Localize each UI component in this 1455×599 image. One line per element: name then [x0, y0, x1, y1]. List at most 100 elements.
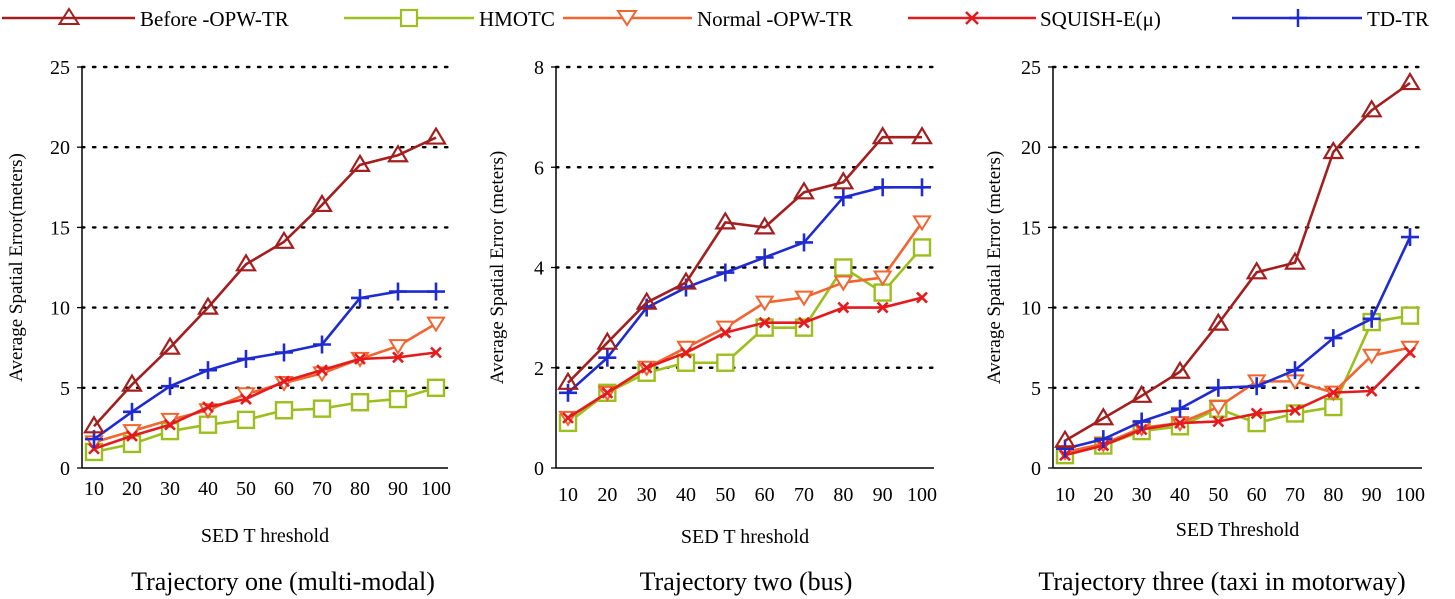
chart-title: Trajectory one (multi-modal) — [131, 567, 435, 596]
data-point — [1208, 400, 1229, 416]
data-point — [388, 389, 408, 409]
x-tick-label: 80 — [833, 484, 853, 506]
data-point — [1054, 429, 1076, 448]
data-point — [161, 377, 179, 396]
data-point — [275, 343, 293, 362]
data-point — [755, 248, 774, 267]
data-point — [1171, 399, 1189, 418]
data-point — [389, 282, 407, 301]
series-squish-e — [88, 346, 442, 455]
data-point — [832, 171, 855, 190]
legend-label: Normal -OPW-TR — [697, 7, 853, 31]
data-point — [202, 401, 214, 413]
data-point — [387, 144, 409, 163]
legend-item-normal-opw-tr: Normal -OPW-TR — [563, 7, 853, 31]
data-point — [640, 361, 653, 374]
data-point — [1362, 309, 1381, 328]
data-point — [83, 415, 105, 434]
series-line — [567, 246, 923, 424]
series-line — [1064, 346, 1411, 454]
data-point — [1399, 71, 1421, 91]
x-tick-label: 30 — [637, 484, 657, 506]
x-tick-label: 50 — [1208, 484, 1228, 506]
x-axis-label: SED T hreshold — [681, 526, 809, 548]
data-point — [680, 346, 692, 359]
legend-label: SQUISH-E(μ) — [1040, 7, 1161, 31]
triangle-down-icon — [616, 10, 638, 27]
data-point — [911, 126, 933, 145]
data-point — [351, 288, 369, 307]
y-tick-label: 0 — [1031, 458, 1041, 480]
y-tick-label: 25 — [1021, 57, 1041, 79]
x-axis-label: SED T hreshold — [201, 525, 329, 547]
series-line — [1064, 236, 1412, 451]
data-point — [425, 126, 447, 145]
data-point — [1360, 99, 1383, 118]
data-point — [1092, 407, 1115, 426]
x-tick-label: 80 — [1323, 484, 1343, 506]
data-point — [798, 316, 810, 329]
legend: Before -OPW-TR HMOTC Normal -OPW-TR SQUI… — [2, 7, 1429, 31]
data-point — [1212, 415, 1225, 428]
data-point — [237, 349, 255, 368]
y-axis-label: Average Spatial Error (meters) — [984, 151, 1005, 384]
y-tick-label: 2 — [534, 358, 544, 380]
data-point — [557, 371, 579, 390]
y-tick-label: 15 — [1021, 217, 1041, 239]
x-tick-label: 40 — [1170, 484, 1190, 506]
data-point — [635, 291, 658, 310]
legend-item-td-tr: TD-TR — [1232, 7, 1429, 31]
data-point — [1056, 439, 1074, 458]
x-tick-label: 100 — [907, 484, 937, 506]
data-point — [1132, 412, 1151, 431]
series-hmotc — [558, 238, 932, 433]
y-tick-label: 0 — [534, 458, 544, 480]
data-point — [235, 253, 257, 272]
series-before-opw-tr — [1054, 71, 1421, 448]
data-point — [559, 383, 577, 402]
chart-panel-1: 0 5 10 15 20 25 10 20 30 40 50 60 70 80 90 100 SED T hre… — [6, 57, 451, 596]
data-point — [598, 348, 617, 367]
data-point — [126, 430, 138, 442]
data-point — [716, 263, 735, 282]
y-tick-label: 4 — [534, 258, 544, 280]
legend-label: HMOTC — [479, 7, 555, 31]
chart-panel-3: 0 5 10 15 20 25 10 20 30 40 50 60 70 80 90 100 SED Thres… — [984, 57, 1425, 596]
data-point — [240, 393, 252, 405]
x-axis-label: SED Threshold — [1176, 519, 1300, 541]
data-point — [273, 230, 295, 249]
triangle-up-icon — [57, 7, 81, 25]
data-point — [1365, 385, 1378, 397]
data-point — [354, 353, 366, 365]
y-tick-label: 25 — [50, 57, 70, 79]
data-point — [794, 290, 814, 307]
x-tick-label: 90 — [388, 478, 408, 500]
plus-icon — [1289, 9, 1307, 27]
data-point — [313, 335, 331, 354]
x-tick-label: 100 — [421, 478, 451, 500]
data-point — [716, 353, 735, 372]
data-point — [426, 316, 446, 333]
data-point — [159, 336, 181, 355]
data-point — [1247, 377, 1266, 396]
data-point — [316, 364, 328, 377]
data-point — [1322, 140, 1345, 160]
y-tick-label: 20 — [50, 137, 70, 159]
data-point — [1130, 384, 1153, 403]
data-point — [430, 346, 442, 359]
y-tick-label: 10 — [50, 298, 70, 320]
x-tick-label: 10 — [1055, 484, 1075, 506]
x-tick-label: 10 — [558, 484, 578, 506]
data-point — [349, 153, 371, 172]
data-point — [872, 270, 893, 287]
x-tick-label: 20 — [122, 478, 142, 500]
x-tick-label: 50 — [715, 484, 735, 506]
x-tick-label: 50 — [236, 478, 256, 500]
x-tick-label: 80 — [350, 478, 370, 500]
x-tick-label: 30 — [1132, 484, 1152, 506]
x-tick-label: 60 — [274, 478, 294, 500]
data-point — [1174, 417, 1186, 430]
data-point — [912, 215, 932, 232]
cross-icon — [965, 11, 979, 25]
data-point — [1401, 228, 1419, 247]
